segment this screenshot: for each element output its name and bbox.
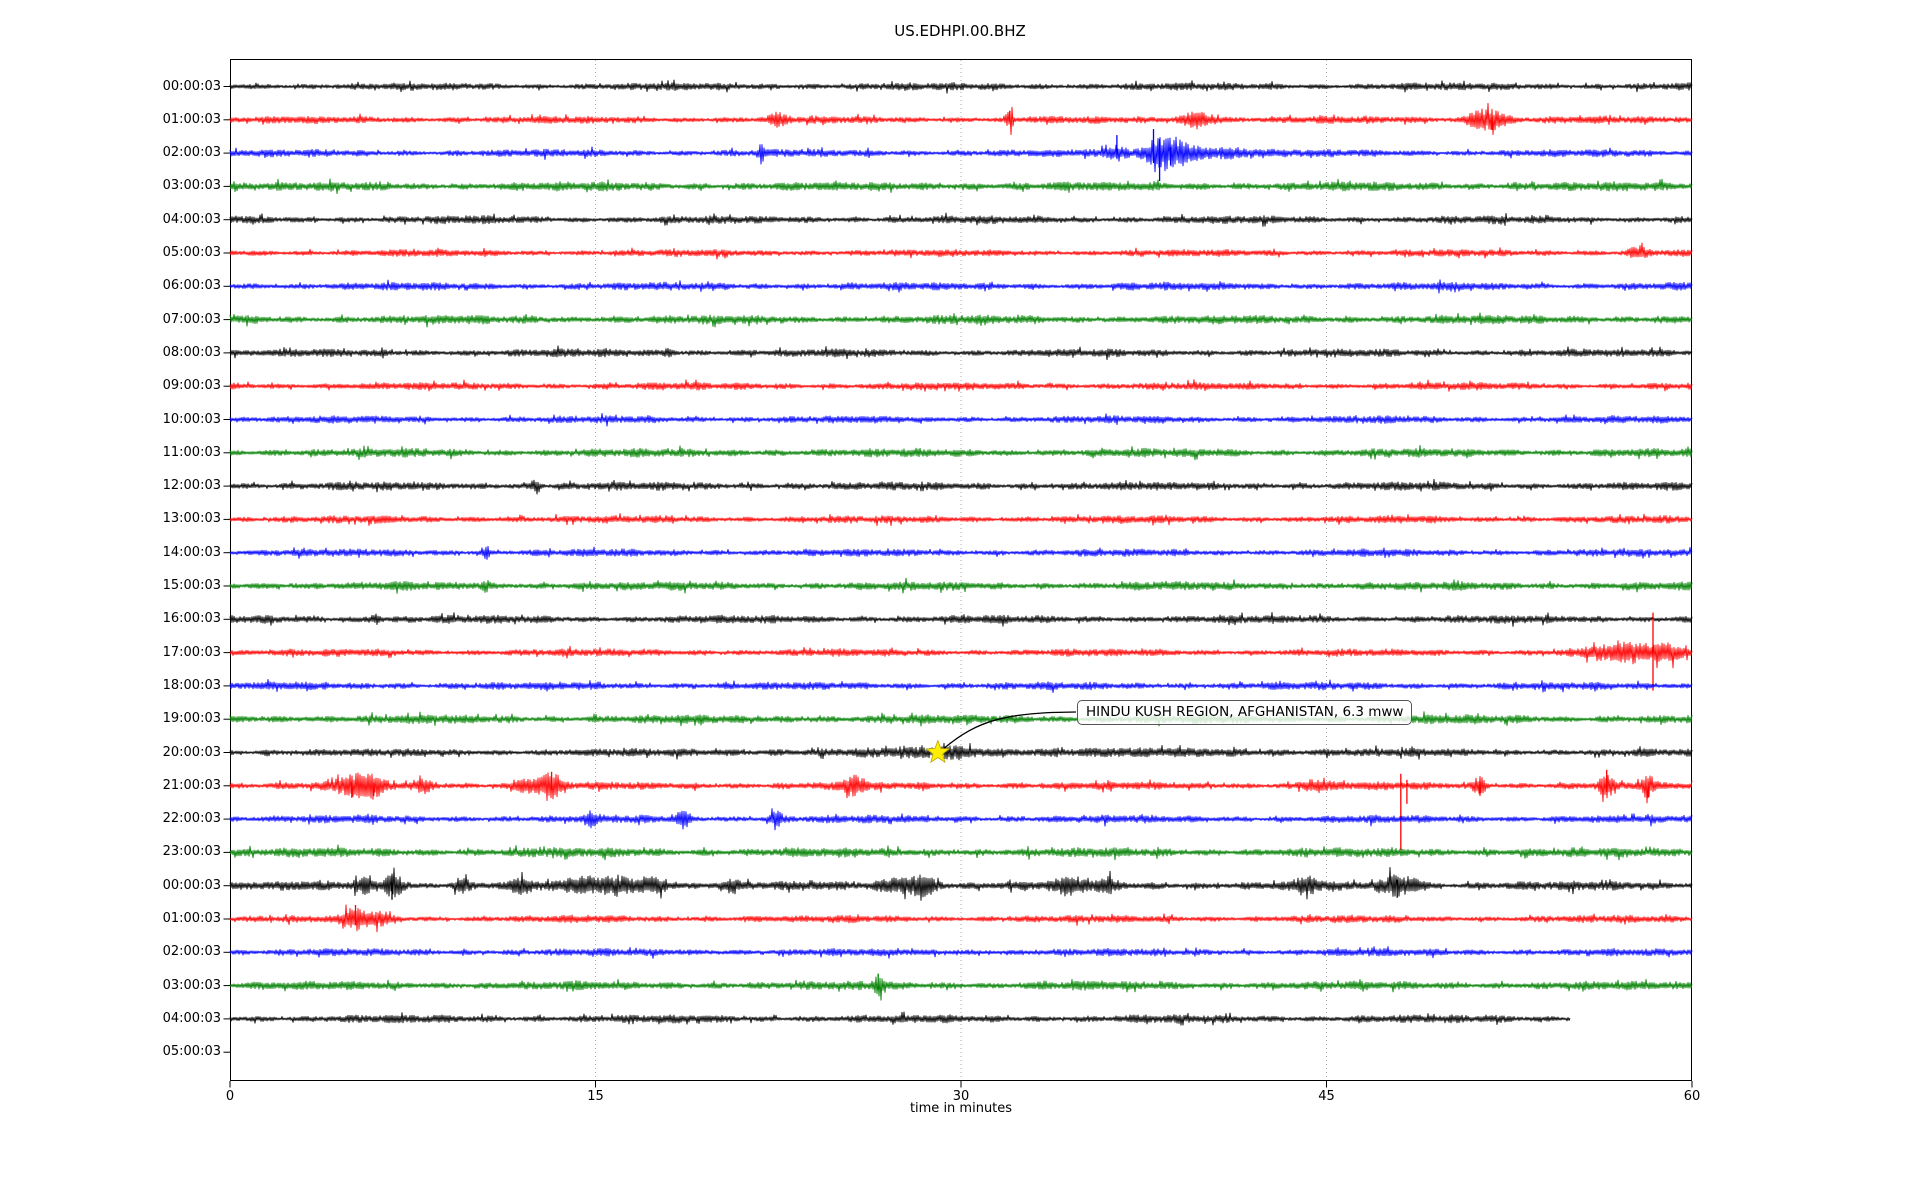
y-tick-label: 15:00:03 [162,578,221,593]
trace-row-09:00:03 [229,379,1693,392]
y-tick-label: 10:00:03 [162,411,221,427]
trace-row-00:00:03 [229,79,1693,94]
trace-row-20:00:03 [229,742,1693,761]
trace-row-23:00:03 [229,844,1693,861]
x-tick-label: 60 [1683,1089,1701,1104]
trace-row-07:00:03 [229,312,1693,328]
trace-row-16:00:03 [229,612,1693,627]
y-tick-label: 04:00:03 [162,1010,221,1026]
trace-row-12:00:03 [229,478,1693,495]
y-tick-label: 00:00:03 [162,78,221,94]
trace-row-03:00:03 [229,976,1693,1001]
y-tick-label: 05:00:03 [162,1044,221,1060]
y-tick-label: 16:00:03 [162,611,221,627]
y-tick-label: 12:00:03 [162,478,221,494]
trace-row-02:00:03 [229,946,1693,959]
y-tick-label: 00:00:03 [162,877,221,893]
trace-row-04:00:03 [229,212,1693,227]
event-annotation-label: HINDU KUSH REGION, AFGHANISTAN, 6.3 mww [1077,700,1413,725]
plot-frame [230,59,1692,1081]
y-tick-label: 05:00:03 [162,245,221,260]
trace-row-03:00:03 [229,178,1693,195]
y-tick-label: 01:00:03 [162,111,221,127]
trace-row-02:00:03 [229,136,1693,173]
y-tick-label: 08:00:03 [162,344,221,360]
trace-row-11:00:03 [229,444,1693,461]
y-tick-label: 04:00:03 [162,211,221,227]
annotation-leader-line [943,711,1077,749]
trace-row-19:00:03 [229,711,1693,727]
y-tick-label: 14:00:03 [162,544,221,560]
x-tick-label: 45 [1318,1089,1335,1104]
trace-row-13:00:03 [229,513,1693,527]
trace-row-01:00:03 [229,904,1693,933]
y-tick-label: 22:00:03 [162,811,221,827]
trace-row-01:00:03 [229,102,1693,136]
y-tick-label: 07:00:03 [162,311,221,327]
trace-row-17:00:03 [229,640,1693,669]
y-tick-label: 23:00:03 [162,844,221,860]
y-tick-label: 17:00:03 [162,644,221,660]
y-tick-label: 02:00:03 [162,145,221,161]
trace-row-21:00:03 [229,772,1693,804]
x-axis-title: time in minutes [909,1101,1013,1116]
x-tick-label: 15 [587,1089,604,1104]
trace-row-22:00:03 [229,808,1693,831]
trace-row-08:00:03 [229,345,1693,361]
y-tick-label: 18:00:03 [162,677,221,693]
trace-row-00:00:03 [229,867,1693,901]
trace-row-05:00:03 [229,242,1693,260]
y-tick-label: 02:00:03 [162,944,221,960]
trace-row-06:00:03 [229,279,1693,294]
y-tick-label: 13:00:03 [162,511,221,527]
x-tick-label: 30 [952,1089,970,1104]
y-tick-label: 21:00:03 [162,777,221,793]
y-tick-label: 09:00:03 [162,378,221,394]
y-tick-label: 19:00:03 [162,711,221,727]
y-tick-label: 06:00:03 [162,278,221,294]
trace-row-18:00:03 [229,678,1693,694]
trace-row-15:00:03 [229,577,1693,594]
y-tick-label: 01:00:03 [162,911,221,926]
event-star-icon [925,739,951,764]
trace-row-14:00:03 [229,545,1693,560]
x-tick-label: 0 [225,1089,235,1104]
plot-title: US.EDHPI.00.BHZ [894,22,1026,40]
y-tick-label: 03:00:03 [162,977,221,993]
y-tick-label: 20:00:03 [162,744,221,760]
trace-row-10:00:03 [229,412,1693,427]
trace-row-04:00:03 [229,1011,1571,1026]
y-tick-label: 03:00:03 [162,178,221,194]
y-tick-label: 11:00:03 [162,444,221,460]
